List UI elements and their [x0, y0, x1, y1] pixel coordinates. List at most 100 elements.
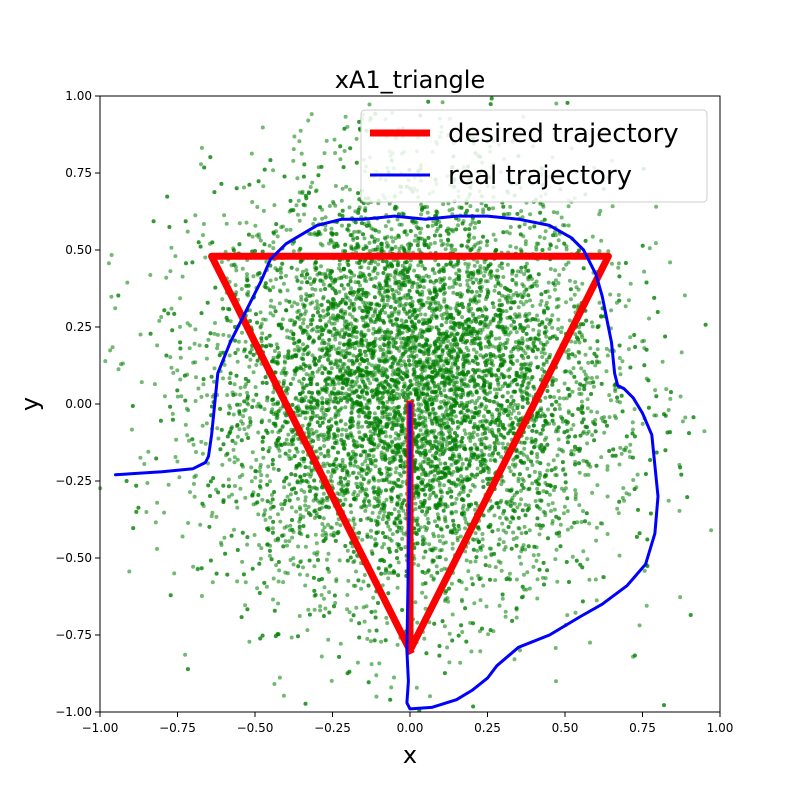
scatter-point [284, 298, 289, 303]
scatter-point [442, 483, 447, 488]
scatter-point [366, 583, 371, 588]
scatter-point [355, 660, 360, 665]
scatter-point [353, 280, 358, 285]
scatter-point [552, 395, 556, 400]
scatter-point [647, 246, 652, 251]
scatter-point [318, 288, 323, 292]
scatter-point [351, 307, 356, 312]
scatter-point [554, 547, 559, 552]
scatter-point [299, 280, 304, 285]
scatter-point [338, 419, 343, 424]
scatter-point [580, 281, 585, 286]
scatter-point [291, 562, 296, 567]
scatter-point [271, 168, 275, 173]
scatter-point [444, 320, 449, 325]
scatter-point [435, 512, 440, 517]
scatter-point [559, 215, 564, 220]
scatter-point [680, 419, 685, 424]
scatter-point [616, 293, 621, 297]
scatter-point [351, 353, 356, 358]
scatter-point [454, 281, 459, 286]
scatter-point [577, 470, 582, 475]
scatter-point [323, 215, 328, 220]
scatter-point [500, 293, 504, 298]
scatter-point [297, 572, 302, 577]
scatter-point [247, 639, 252, 644]
scatter-point [367, 479, 372, 483]
scatter-point [360, 537, 365, 542]
scatter-point [585, 431, 589, 436]
scatter-point [347, 187, 352, 192]
scatter-point [247, 416, 252, 421]
scatter-point [303, 544, 308, 549]
scatter-point [354, 136, 359, 141]
scatter-point [516, 305, 521, 310]
scatter-point [589, 320, 594, 325]
scatter-point [215, 346, 220, 351]
scatter-point [447, 431, 452, 436]
scatter-point [329, 479, 334, 484]
scatter-point [528, 298, 532, 303]
scatter-point [472, 225, 477, 230]
scatter-point [373, 275, 378, 280]
scatter-point [599, 238, 604, 243]
scatter-point [460, 461, 465, 466]
scatter-point [243, 603, 248, 608]
scatter-point [312, 607, 317, 612]
scatter-point [436, 457, 441, 462]
scatter-point [640, 421, 645, 426]
scatter-point [201, 233, 205, 238]
scatter-point [617, 356, 622, 360]
scatter-point [520, 477, 525, 481]
scatter-point [192, 341, 197, 346]
scatter-point [349, 618, 354, 623]
scatter-point [178, 355, 183, 360]
scatter-point [469, 409, 474, 414]
scatter-point [441, 202, 446, 207]
scatter-point [227, 353, 232, 358]
scatter-point [484, 604, 489, 609]
scatter-point [528, 212, 533, 217]
scatter-point [420, 263, 425, 268]
scatter-point [539, 299, 544, 303]
scatter-point [250, 450, 255, 455]
scatter-point [488, 275, 493, 280]
scatter-point [296, 496, 300, 501]
scatter-point [437, 307, 442, 312]
scatter-point [538, 431, 542, 436]
scatter-point [300, 269, 305, 274]
scatter-point [321, 516, 326, 521]
scatter-point [410, 285, 415, 289]
scatter-point [199, 594, 204, 598]
scatter-point [389, 685, 394, 690]
scatter-point [519, 531, 524, 536]
scatter-point [148, 273, 153, 277]
scatter-point [583, 352, 588, 357]
scatter-point [321, 491, 326, 496]
scatter-point [369, 662, 374, 667]
scatter-point [340, 328, 345, 333]
scatter-point [527, 586, 532, 591]
scatter-point [373, 464, 378, 469]
scatter-point [552, 507, 557, 512]
scatter-point [511, 530, 516, 535]
scatter-point [311, 327, 316, 332]
scatter-point [327, 590, 332, 595]
scatter-point [458, 534, 463, 539]
scatter-point [552, 230, 557, 235]
scatter-point [333, 184, 338, 188]
scatter-point [302, 490, 307, 494]
scatter-point [590, 433, 595, 437]
scatter-point [274, 342, 279, 347]
scatter-point [380, 517, 385, 522]
scatter-point [702, 429, 707, 434]
scatter-point [272, 203, 277, 208]
scatter-point [396, 309, 401, 314]
scatter-point [185, 433, 190, 438]
scatter-point [285, 571, 290, 576]
scatter-point [343, 311, 348, 316]
scatter-point [594, 525, 599, 530]
scatter-point [500, 596, 505, 601]
scatter-point [523, 312, 528, 317]
scatter-point [276, 579, 281, 584]
